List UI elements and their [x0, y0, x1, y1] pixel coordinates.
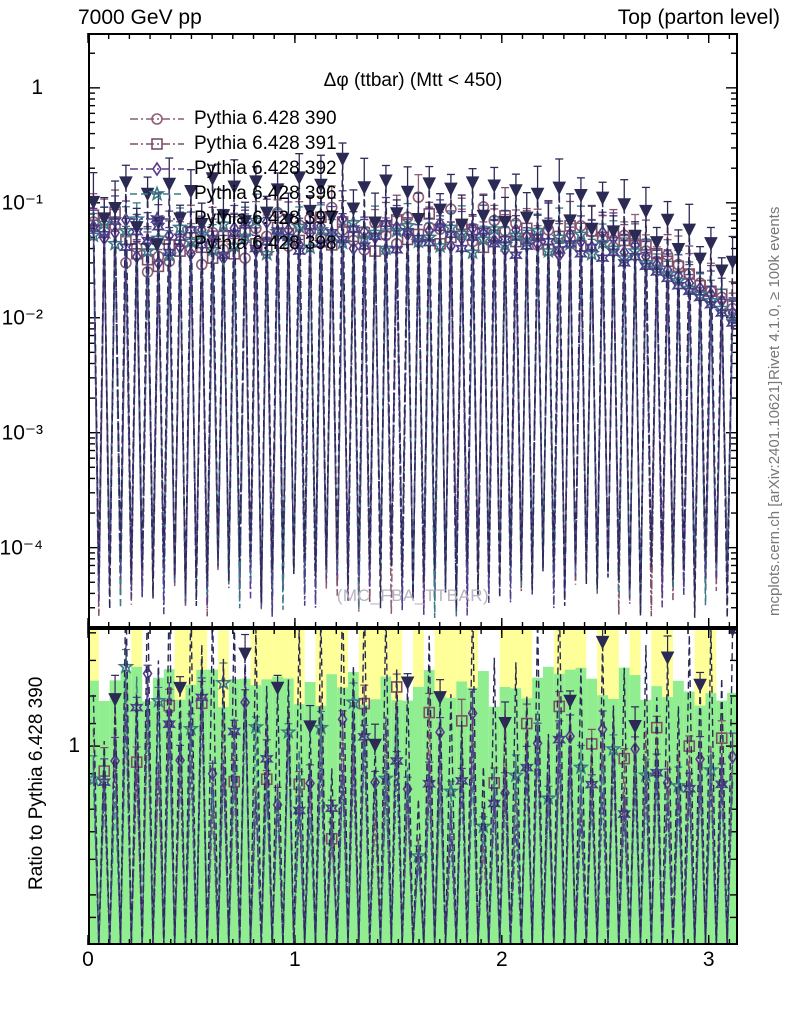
legend-label-1: Pythia 6.428 391	[194, 132, 337, 154]
legend-label-3: Pythia 6.428 396	[194, 182, 337, 204]
x-tick-label-1: 1	[289, 948, 301, 971]
legend-marker-diamond-icon	[128, 158, 186, 180]
legend-marker-star6-icon	[128, 208, 186, 230]
legend-entry-5: Pythia 6.428 398	[128, 231, 337, 256]
y-tick-label-3: 10⁻³	[1, 421, 43, 445]
legend-entry-1: Pythia 6.428 391	[128, 131, 337, 156]
ratio-tick-label-0: 1	[68, 734, 80, 758]
legend-label-0: Pythia 6.428 390	[194, 107, 337, 129]
x-tick-label-0: 0	[82, 948, 94, 971]
legend-entry-4: Pythia 6.428 397	[128, 206, 337, 231]
x-tick-label-3: 3	[702, 948, 715, 971]
y-tick-label-1: 10⁻¹	[1, 191, 43, 215]
mcplots-source-label: mcplots.cern.ch [arXiv:2401.10621]	[766, 380, 783, 616]
x-tick-label-2: 2	[495, 948, 508, 971]
y-tick-label-2: 10⁻²	[1, 306, 43, 330]
legend-marker-triangle-icon	[128, 233, 186, 255]
legend-label-5: Pythia 6.428 398	[194, 232, 337, 254]
legend-marker-circle-icon	[128, 108, 186, 130]
header-analysis-level: Top (parton level)	[617, 6, 780, 29]
legend-label-4: Pythia 6.428 397	[194, 207, 337, 229]
plot-title: Δφ (ttbar) (Mtt < 450)	[323, 70, 503, 91]
rivet-version-label: Rivet 4.1.0, ≥ 100k events	[766, 206, 783, 380]
ratio-plot-frame	[88, 628, 738, 945]
legend-entry-3: Pythia 6.428 396	[128, 181, 337, 206]
ratio-axis-label: Ratio to Pythia 6.428 390	[26, 676, 47, 890]
legend-marker-star-icon	[128, 183, 186, 205]
header-beam-energy: 7000 GeV pp	[78, 6, 202, 29]
y-tick-label-0: 1	[31, 75, 43, 99]
legend: Pythia 6.428 390 Pythia 6.428 391 Pythia 6…	[128, 106, 337, 256]
y-tick-label-4: 10⁻⁴	[0, 536, 43, 560]
legend-label-2: Pythia 6.428 392	[194, 157, 337, 179]
legend-marker-square-icon	[128, 133, 186, 155]
main-plot-frame	[88, 33, 738, 628]
legend-entry-2: Pythia 6.428 392	[128, 156, 337, 181]
watermark-label: (MC_FBA_TTBAR)	[336, 586, 490, 605]
legend-entry-0: Pythia 6.428 390	[128, 106, 337, 131]
